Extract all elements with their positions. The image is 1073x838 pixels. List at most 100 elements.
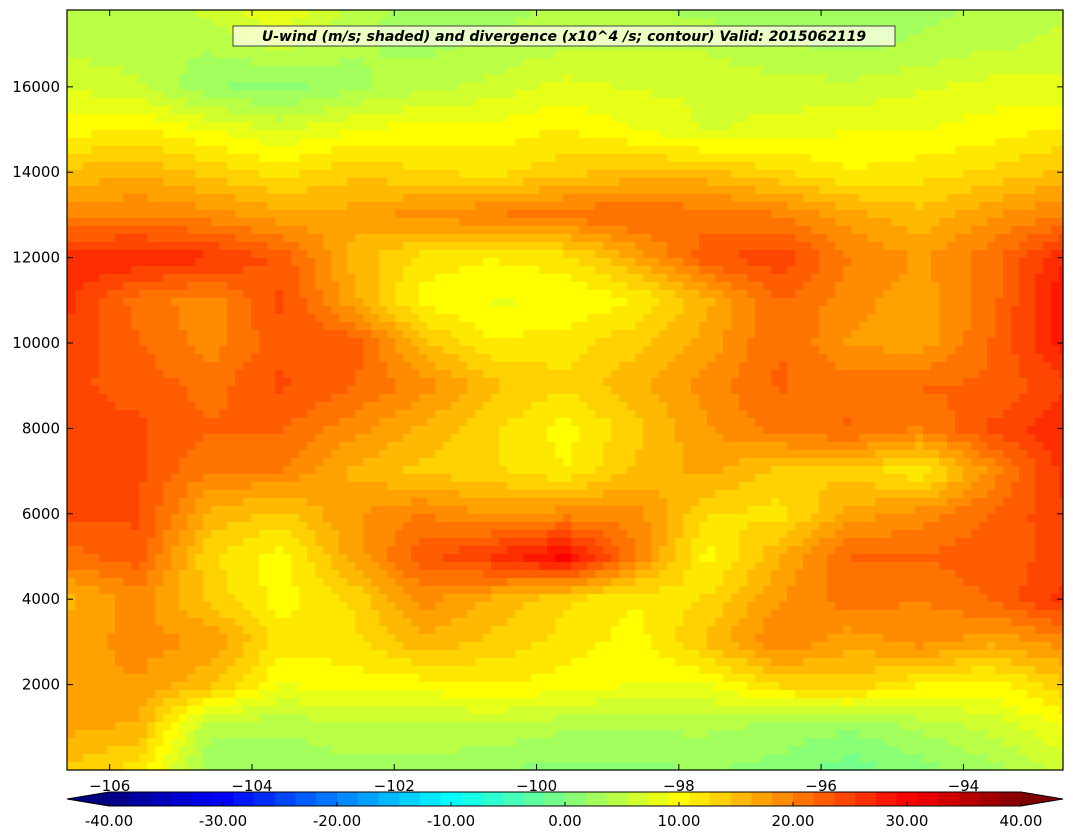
field-cell (667, 106, 676, 115)
field-cell (987, 90, 996, 99)
field-cell (195, 210, 204, 219)
field-cell (531, 122, 540, 131)
field-cell (1011, 138, 1020, 147)
field-cell (531, 290, 540, 299)
field-cell (907, 74, 916, 83)
field-cell (75, 202, 84, 211)
field-cell (139, 98, 148, 107)
field-cell (675, 258, 684, 267)
field-cell (251, 90, 260, 99)
field-cell (811, 74, 820, 83)
field-cell (851, 194, 860, 203)
field-cell (451, 322, 460, 331)
field-cell (483, 266, 492, 275)
field-cell (619, 170, 628, 179)
field-cell (195, 114, 204, 123)
field-cell (507, 138, 516, 147)
field-cell (219, 210, 228, 219)
field-cell (811, 18, 820, 27)
field-cell (323, 122, 332, 131)
field-cell (427, 178, 436, 187)
field-cell (267, 146, 276, 155)
field-cell (155, 34, 164, 43)
field-cell (259, 58, 268, 67)
field-cell (995, 26, 1004, 35)
field-cell (843, 242, 852, 251)
field-cell (411, 114, 420, 123)
field-cell (915, 162, 924, 171)
field-cell (235, 186, 244, 195)
field-cell (747, 74, 756, 83)
field-cell (179, 226, 188, 235)
field-cell (843, 282, 852, 291)
field-cell (947, 26, 956, 35)
field-cell (315, 194, 324, 203)
field-cell (571, 314, 580, 323)
field-cell (147, 34, 156, 43)
field-cell (291, 106, 300, 115)
field-cell (779, 266, 788, 275)
field-cell (131, 194, 140, 203)
field-cell (123, 194, 132, 203)
field-cell (1027, 34, 1036, 43)
field-cell (627, 210, 636, 219)
field-cell (235, 266, 244, 275)
field-cell (227, 50, 236, 59)
field-cell (1011, 42, 1020, 51)
field-cell (395, 282, 404, 291)
field-cell (299, 154, 308, 163)
field-cell (371, 290, 380, 299)
field-cell (739, 298, 748, 307)
field-cell (627, 226, 636, 235)
field-cell (515, 74, 524, 83)
field-cell (803, 266, 812, 275)
field-cell (339, 154, 348, 163)
field-cell (1035, 58, 1044, 67)
field-cell (651, 218, 660, 227)
field-cell (83, 322, 92, 331)
field-cell (683, 66, 692, 75)
field-cell (67, 322, 76, 331)
field-cell (331, 290, 340, 299)
field-cell (355, 130, 364, 139)
field-cell (835, 154, 844, 163)
field-cell (195, 314, 204, 323)
field-cell (211, 194, 220, 203)
field-cell (1035, 242, 1044, 251)
field-cell (619, 266, 628, 275)
field-cell (1059, 26, 1064, 35)
field-cell (915, 282, 924, 291)
field-cell (987, 258, 996, 267)
field-cell (779, 90, 788, 99)
field-cell (835, 122, 844, 131)
field-cell (419, 10, 428, 19)
field-cell (755, 194, 764, 203)
field-cell (971, 178, 980, 187)
field-cell (483, 138, 492, 147)
field-cell (139, 34, 148, 43)
field-cell (787, 210, 796, 219)
field-cell (755, 234, 764, 243)
field-cell (963, 242, 972, 251)
field-cell (899, 154, 908, 163)
field-cell (819, 154, 828, 163)
field-cell (707, 122, 716, 131)
field-cell (163, 138, 172, 147)
field-cell (395, 218, 404, 227)
field-cell (635, 266, 644, 275)
field-cell (1027, 258, 1036, 267)
field-cell (579, 266, 588, 275)
field-cell (675, 218, 684, 227)
field-cell (243, 146, 252, 155)
field-cell (731, 234, 740, 243)
field-cell (387, 202, 396, 211)
field-cell (731, 170, 740, 179)
field-cell (307, 258, 316, 267)
field-cell (803, 202, 812, 211)
field-cell (1019, 50, 1028, 59)
field-cell (891, 98, 900, 107)
field-cell (555, 154, 564, 163)
field-cell (347, 202, 356, 211)
field-cell (339, 258, 348, 267)
field-cell (907, 282, 916, 291)
